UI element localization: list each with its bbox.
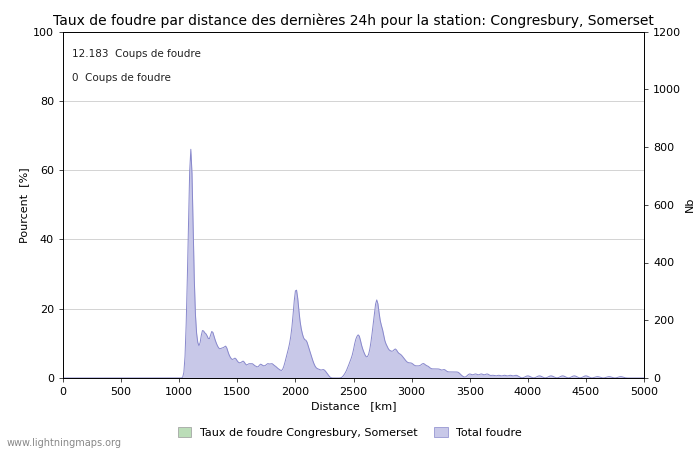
Text: www.lightningmaps.org: www.lightningmaps.org — [7, 438, 122, 448]
Text: 12.183  Coups de foudre: 12.183 Coups de foudre — [71, 49, 201, 59]
X-axis label: Distance   [km]: Distance [km] — [311, 401, 396, 411]
Text: 0  Coups de foudre: 0 Coups de foudre — [71, 73, 171, 83]
Legend: Taux de foudre Congresbury, Somerset, Total foudre: Taux de foudre Congresbury, Somerset, To… — [174, 423, 526, 442]
Title: Taux de foudre par distance des dernières 24h pour la station: Congresbury, Some: Taux de foudre par distance des dernière… — [53, 13, 654, 27]
Y-axis label: Nb: Nb — [685, 197, 695, 212]
Y-axis label: Pourcent  [%]: Pourcent [%] — [19, 167, 29, 243]
